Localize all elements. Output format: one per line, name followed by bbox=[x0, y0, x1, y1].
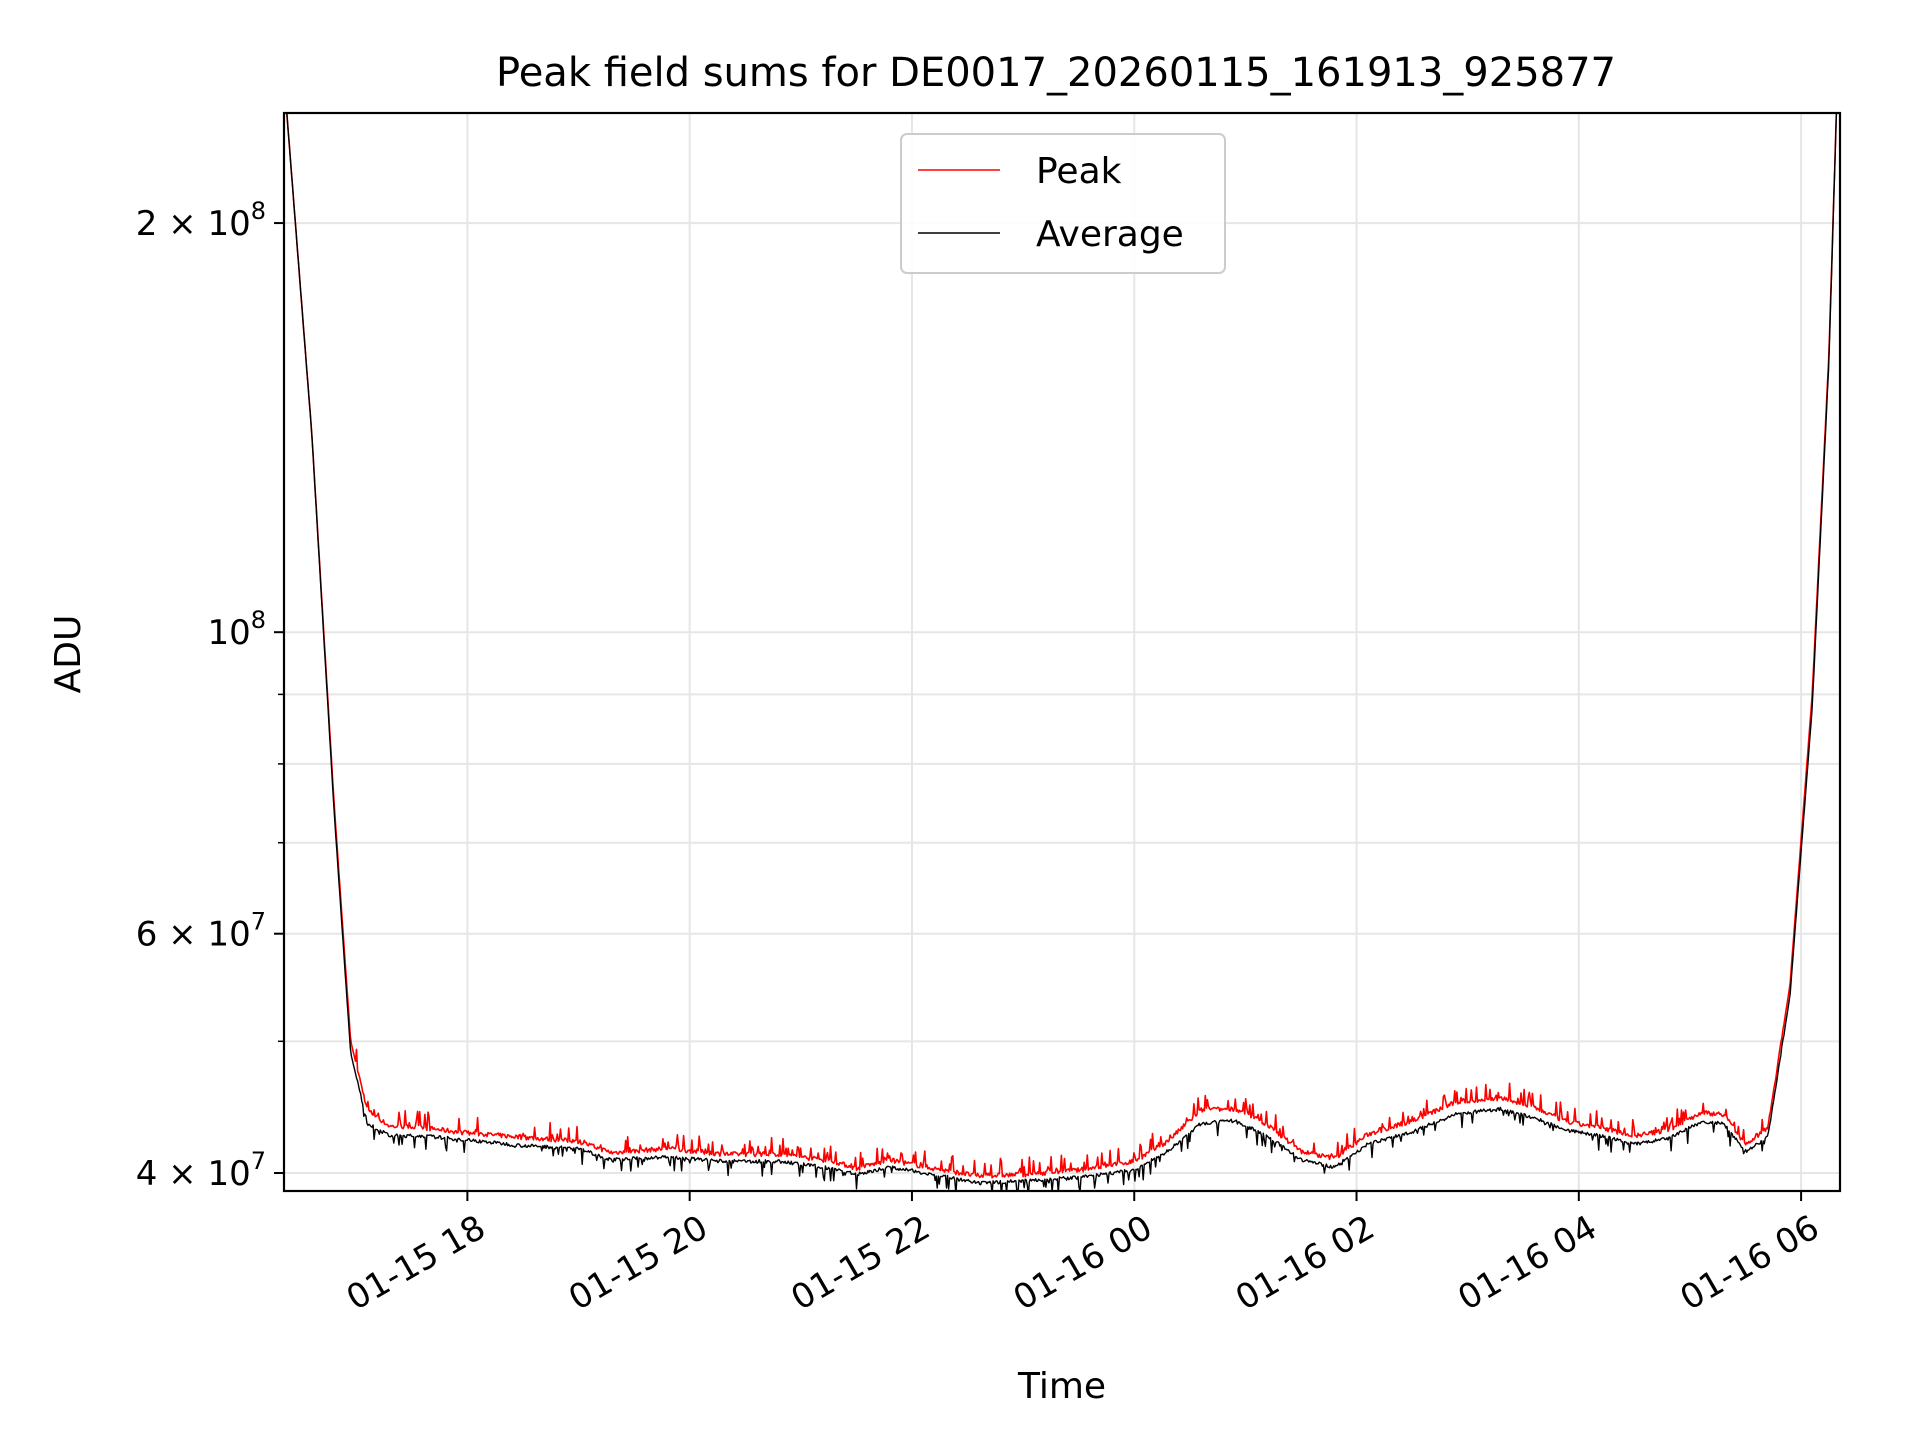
y-tick-label: 108 bbox=[207, 606, 266, 653]
y-tick-label: 6 × 107 bbox=[136, 908, 266, 955]
y-tick-label-exponent: 8 bbox=[251, 606, 266, 634]
y-tick-label-exponent: 7 bbox=[251, 1147, 266, 1175]
legend: Peak Average bbox=[900, 133, 1226, 274]
y-tick-label-base: 10 bbox=[207, 613, 250, 653]
y-tick-label-exponent: 8 bbox=[251, 197, 266, 225]
y-tick-label-base: 4 × 10 bbox=[136, 1154, 251, 1194]
y-tick-label-base: 2 × 10 bbox=[136, 204, 251, 244]
x-axis-label: Time bbox=[1017, 1366, 1106, 1407]
plot-frame bbox=[282, 111, 1842, 1193]
y-tick-label: 2 × 108 bbox=[136, 197, 266, 244]
legend-label-peak: Peak bbox=[1036, 151, 1122, 192]
y-tick-label-exponent: 7 bbox=[251, 908, 266, 936]
y-tick-label-base: 6 × 10 bbox=[136, 915, 251, 955]
y-tick-label: 4 × 107 bbox=[136, 1147, 266, 1194]
legend-box bbox=[900, 133, 1226, 274]
series-line-peak bbox=[285, 113, 1838, 1179]
y-axis-label: ADU bbox=[48, 615, 89, 694]
series-line-average bbox=[286, 113, 1838, 1191]
legend-label-average: Average bbox=[1036, 214, 1184, 255]
chart-title: Peak field sums for DE0017_20260115_1619… bbox=[496, 50, 1616, 96]
series-group bbox=[285, 113, 1838, 1191]
